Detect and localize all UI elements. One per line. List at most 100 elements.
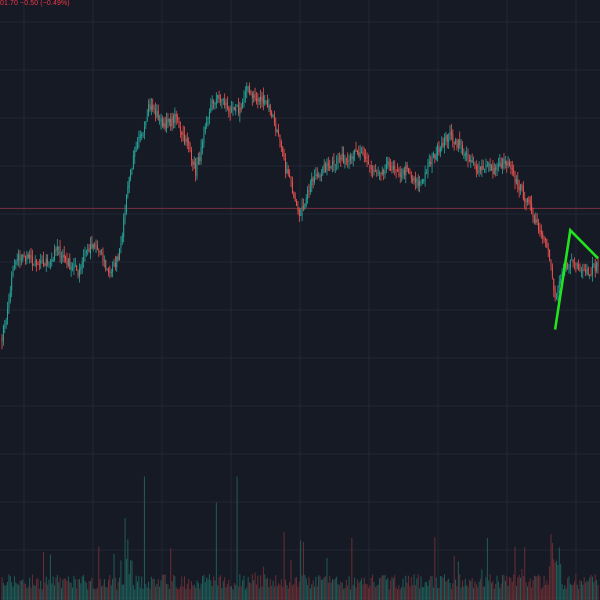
volume-bar	[109, 574, 111, 600]
volume-bar	[124, 518, 126, 600]
volume-bar	[121, 584, 123, 600]
volume-bar	[439, 576, 441, 600]
volume-bar	[170, 548, 172, 600]
volume-bar	[484, 586, 486, 600]
volume-bar	[385, 580, 387, 600]
candle-down	[446, 135, 448, 142]
volume-bar	[196, 580, 198, 600]
candle-down	[370, 165, 372, 169]
candle-up	[466, 152, 468, 155]
candle-down	[543, 236, 545, 240]
candle-up	[439, 148, 441, 153]
volume-bar	[582, 584, 584, 600]
volume-bar	[228, 579, 230, 600]
volume-bar	[529, 578, 531, 600]
trend-line-drawing[interactable]	[553, 227, 599, 330]
candle-up	[156, 111, 158, 117]
candle-down	[583, 269, 585, 271]
volume-bar	[96, 587, 98, 600]
candle-up	[301, 205, 303, 216]
candle-up	[130, 169, 132, 178]
candle-up	[305, 198, 307, 206]
volume-bar	[558, 547, 560, 600]
volume-bar	[253, 580, 255, 600]
volume-bar	[235, 584, 237, 600]
candle-up	[87, 249, 89, 251]
candle-down	[325, 164, 327, 172]
volume-bar	[174, 576, 176, 600]
candle-up	[253, 95, 255, 98]
candle-down	[278, 130, 280, 136]
candle-up	[225, 103, 227, 105]
candle-down	[178, 120, 180, 128]
candle-down	[172, 115, 174, 124]
candle-down	[257, 99, 259, 102]
candle-down	[506, 161, 508, 166]
volume-bar	[261, 586, 263, 600]
volume-bar	[535, 576, 537, 600]
volume-bar	[426, 582, 428, 600]
volume-bar	[403, 587, 405, 600]
volume-bar	[518, 574, 520, 600]
candle-up	[457, 140, 459, 149]
candle-down	[412, 177, 414, 182]
volume-bar	[114, 577, 116, 600]
candle-down	[195, 162, 197, 176]
candle-up	[348, 160, 350, 162]
candle-down	[177, 117, 179, 120]
volume-bar	[222, 581, 224, 600]
candle-down	[312, 178, 314, 182]
candle-down	[280, 141, 282, 148]
volume-bar	[171, 581, 173, 600]
volume-bar	[460, 587, 462, 600]
volume-bar	[120, 560, 122, 600]
candle-down	[59, 246, 61, 257]
candle-down	[358, 151, 360, 157]
candle-down	[597, 262, 599, 267]
volume-bar	[150, 576, 152, 600]
volume-bar	[302, 541, 304, 600]
volume-bar	[355, 587, 357, 600]
volume-bar	[26, 588, 28, 600]
volume-bar	[60, 588, 62, 600]
volume-bar	[125, 558, 127, 600]
volume-bar	[49, 554, 51, 600]
candle-down	[453, 142, 455, 144]
volume-bar	[377, 584, 379, 600]
candle-down	[30, 254, 32, 258]
candle-down	[316, 173, 318, 177]
volume-bar	[567, 578, 569, 600]
candle-down	[224, 100, 226, 106]
volume-bar	[352, 584, 354, 600]
volume-bar	[58, 582, 60, 600]
candle-up	[143, 126, 145, 133]
candle-up	[326, 162, 328, 171]
volume-bar	[520, 577, 522, 600]
volume-bar	[442, 578, 444, 600]
volume-bar	[141, 576, 143, 600]
volume-bar	[345, 579, 347, 600]
candle-down	[539, 230, 541, 233]
volume-bar	[19, 580, 21, 600]
volume-bar	[452, 583, 454, 600]
volume-bar	[597, 585, 599, 600]
volume-bar	[296, 576, 298, 600]
candle-down	[408, 168, 410, 173]
volume-bar	[80, 583, 82, 600]
candle-down	[213, 99, 215, 104]
trend-drawing-layer[interactable]	[553, 227, 599, 330]
volume-bar	[161, 574, 163, 600]
candle-down	[228, 108, 230, 113]
volume-bar	[406, 582, 408, 600]
volume-bar	[70, 582, 72, 600]
volume-bar	[372, 574, 374, 600]
volume-bar	[34, 585, 36, 600]
volume-bar	[485, 577, 487, 600]
candle-down	[329, 166, 331, 169]
candle-up	[137, 141, 139, 148]
candle-down	[367, 161, 369, 165]
volume-bar	[547, 584, 549, 600]
candle-up	[58, 246, 60, 248]
candle-down	[167, 118, 169, 123]
